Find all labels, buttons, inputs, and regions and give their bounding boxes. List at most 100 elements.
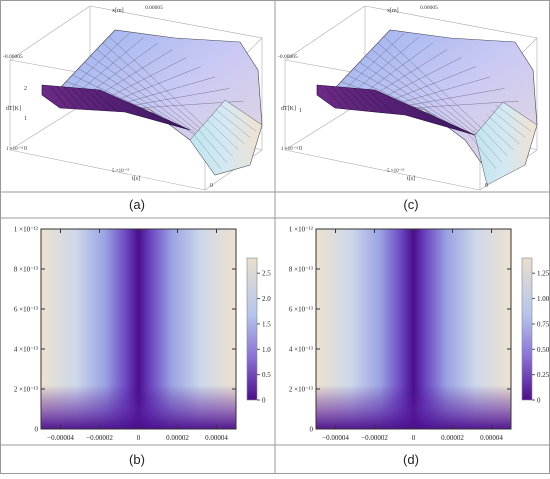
x-tick-label: −0.00004 [322,434,349,442]
mesh-line [331,86,352,110]
x-tick-label: −0.00002 [361,434,388,442]
mesh-line [90,55,206,141]
y-tick-label: 6 ×10⁻¹³ [14,306,38,314]
mesh-line [63,86,85,110]
mesh-line [359,62,470,135]
colorbar-tick-label: 0.50 [537,346,550,354]
box-edge [9,149,206,191]
colorbar-tick-label: 1.5 [262,320,271,328]
mesh-line [122,76,216,104]
mesh-line [353,88,376,111]
mesh-line [203,124,233,157]
x-tick-label: 0.00005 [145,5,163,11]
y-tick-label: 2 ×10⁻¹³ [14,386,38,394]
mesh-line [370,49,448,97]
mesh-line [495,104,532,132]
surface-sheet [316,84,476,136]
box-edge [89,5,263,39]
mesh-line [324,85,344,109]
caption-a: (a) [129,197,145,212]
y-tick-label: 4 ×10⁻¹³ [289,346,313,354]
x-tick-label: 0.00005 [420,5,438,11]
mesh-line [345,87,368,111]
mesh-line [96,49,217,147]
y-tick-label: 8 ×10⁻¹³ [14,266,38,274]
mesh-line [220,104,257,132]
mesh-line [371,49,492,147]
z-tick-label: 2 [24,86,27,92]
t-tick-label: 0 [210,183,213,189]
x-tick-label: -0.00005 [3,54,23,60]
mesh-line [207,119,239,151]
y-tick-label: 8 ×10⁻¹³ [289,266,313,274]
y-tick-label: 1 ×10⁻¹² [14,226,38,234]
mesh-line [78,68,184,129]
x-tick-label: -0.00005 [278,54,298,60]
x-tick-label: −0.00002 [86,434,113,442]
mesh-line [415,100,519,108]
mesh-line [367,89,392,112]
x-tick-label: 0 [137,434,141,442]
y-tick-label: 6 ×10⁻¹³ [289,306,313,314]
mesh-line [78,88,101,111]
surface-wall [474,101,538,186]
caption-c: (c) [403,197,419,212]
x-tick-label: 0.00004 [480,434,503,442]
mesh-line [491,109,526,138]
box-edge [284,149,481,191]
t-tick-label: 1 ×10⁻¹² [6,146,24,152]
colorbar-tick-label: 0.5 [262,371,271,379]
box-edge [364,5,538,39]
z-tick-label: 1 [24,116,27,122]
mesh-line [104,57,187,100]
mesh-line [92,89,117,112]
heatmap-plot-d: −0.00004 −0.00002 0 0.00002 0.00004 0 2 ×10⁻¹³… [289,226,550,443]
mesh-line [469,134,496,169]
colorbar-tick-label: 2.0 [262,295,271,303]
mesh-line [56,86,77,110]
colorbar-tick-label: 0.75 [537,320,550,328]
mesh-line [397,76,491,104]
mesh-line [473,129,502,163]
box-edge [284,5,366,61]
t-tick-label: 1 ×10⁻¹² [281,146,299,152]
mesh-line [478,124,508,157]
colorbar [521,257,533,401]
mesh-line [406,88,505,106]
y-tick-label: 0 [35,426,39,434]
colorbar-tick-label: 1.25 [537,270,550,278]
mesh-line [379,57,462,100]
colorbar [246,257,258,401]
mesh-line [361,42,434,95]
colorbar-tick-label: 1.00 [537,295,550,303]
mesh-line [388,66,476,102]
colorbar-tick-label: 0 [537,397,541,405]
surface-sheet [41,84,191,131]
z-tick-label: 0 [24,146,27,152]
y-tick-label: 2 ×10⁻¹³ [289,386,313,394]
y-tick-label: 4 ×10⁻¹³ [14,346,38,354]
z-tick-label: 0 [299,146,302,152]
x-tick-label: 0.00002 [441,434,464,442]
x-tick-label: 0.00002 [166,434,189,442]
t-axis-label: t[s] [132,176,140,182]
mesh-line [216,109,251,138]
caption-b: (b) [129,452,145,467]
mesh-line [352,37,419,93]
heatmap-bottom-shade [41,229,236,429]
z-axis-label: dT[K] [6,106,21,112]
y-tick-label: 1 ×10⁻¹² [289,226,313,234]
colorbar-tick-label: 0 [262,397,266,405]
x-tick-label: 0.00004 [205,434,228,442]
caption-d: (d) [403,452,419,467]
x-axis-label: x[m] [112,8,124,14]
mesh-line [84,62,195,135]
colorbar-tick-label: 1.0 [262,346,271,354]
y-tick-label: 0 [310,426,314,434]
t-tick-label: 0 [485,183,488,189]
z-tick-label: 1 [299,108,302,114]
mesh-line [68,32,130,91]
